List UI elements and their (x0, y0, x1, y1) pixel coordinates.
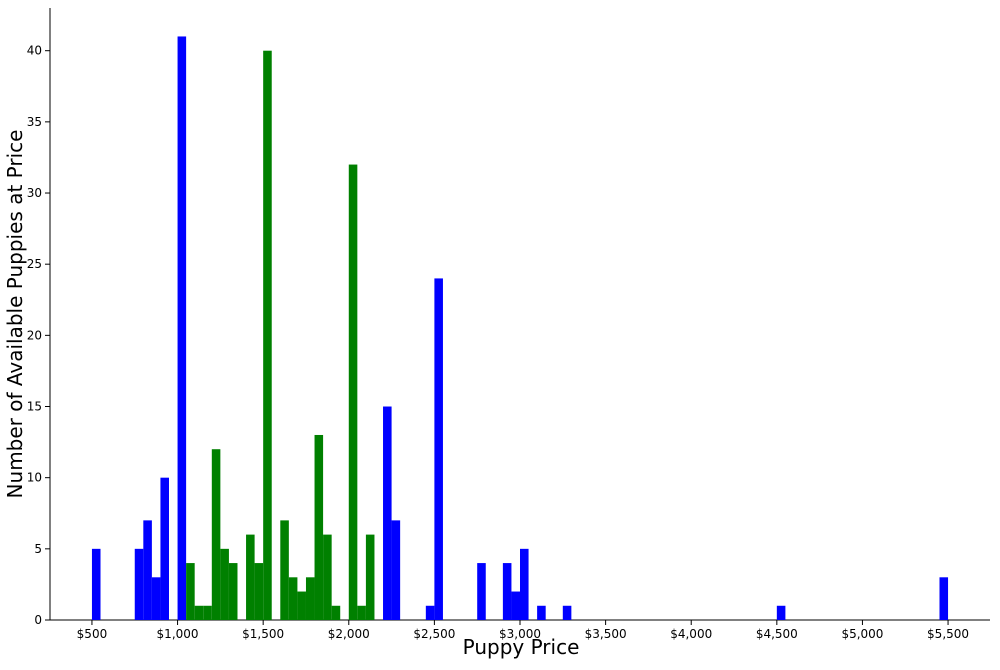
bar (331, 605, 341, 620)
bar (477, 563, 486, 620)
bar (391, 520, 401, 620)
bar (263, 50, 272, 620)
bar (357, 605, 366, 620)
y-tick-label: 30 (27, 186, 42, 200)
bar (520, 548, 529, 620)
y-tick-label: 0 (34, 613, 42, 627)
bar (177, 36, 187, 621)
x-tick-label: $1,500 (242, 627, 284, 641)
y-tick-label: 25 (27, 257, 42, 271)
x-tick-label: $3,500 (585, 627, 627, 641)
x-tick-label: $4,500 (756, 627, 798, 641)
x-axis-label: Puppy Price (463, 635, 580, 659)
bar (537, 605, 546, 620)
bar (776, 605, 786, 620)
y-tick-label: 40 (27, 44, 42, 58)
bar (434, 278, 443, 620)
bar (314, 434, 324, 620)
bar (348, 164, 358, 620)
bar (246, 534, 255, 620)
x-tick-label: $5,000 (841, 627, 883, 641)
y-tick-label: 35 (27, 115, 42, 129)
bar (562, 605, 572, 620)
bar (939, 577, 949, 620)
bar (288, 577, 298, 620)
y-tick-label: 10 (27, 471, 42, 485)
bar (134, 548, 144, 620)
bar (280, 520, 289, 620)
bar (383, 406, 392, 620)
bar (151, 577, 161, 620)
x-tick-label: $2,000 (328, 627, 370, 641)
bar (228, 563, 238, 620)
x-tick-label: $3,000 (499, 627, 541, 641)
y-tick-label: 15 (27, 400, 42, 414)
bar (425, 605, 435, 620)
bar (91, 548, 101, 620)
bar (323, 534, 332, 620)
x-tick-label: $4,000 (670, 627, 712, 641)
y-tick-label: 20 (27, 328, 42, 342)
bar (211, 449, 221, 620)
bar (297, 591, 306, 620)
bar (143, 520, 152, 620)
bar (160, 477, 169, 620)
y-axis-label: Number of Available Puppies at Price (3, 130, 27, 499)
bar (254, 563, 264, 620)
x-tick-label: $2,500 (413, 627, 455, 641)
bar (186, 563, 195, 620)
bar (220, 548, 229, 620)
bar (502, 563, 512, 620)
bar (203, 605, 212, 620)
bar (511, 591, 520, 620)
x-tick-label: $500 (77, 627, 108, 641)
bar (365, 534, 375, 620)
bar (194, 605, 204, 620)
bar (305, 577, 315, 620)
x-tick-label: $5,500 (927, 627, 969, 641)
x-tick-label: $1,000 (157, 627, 199, 641)
y-tick-label: 5 (34, 542, 42, 556)
